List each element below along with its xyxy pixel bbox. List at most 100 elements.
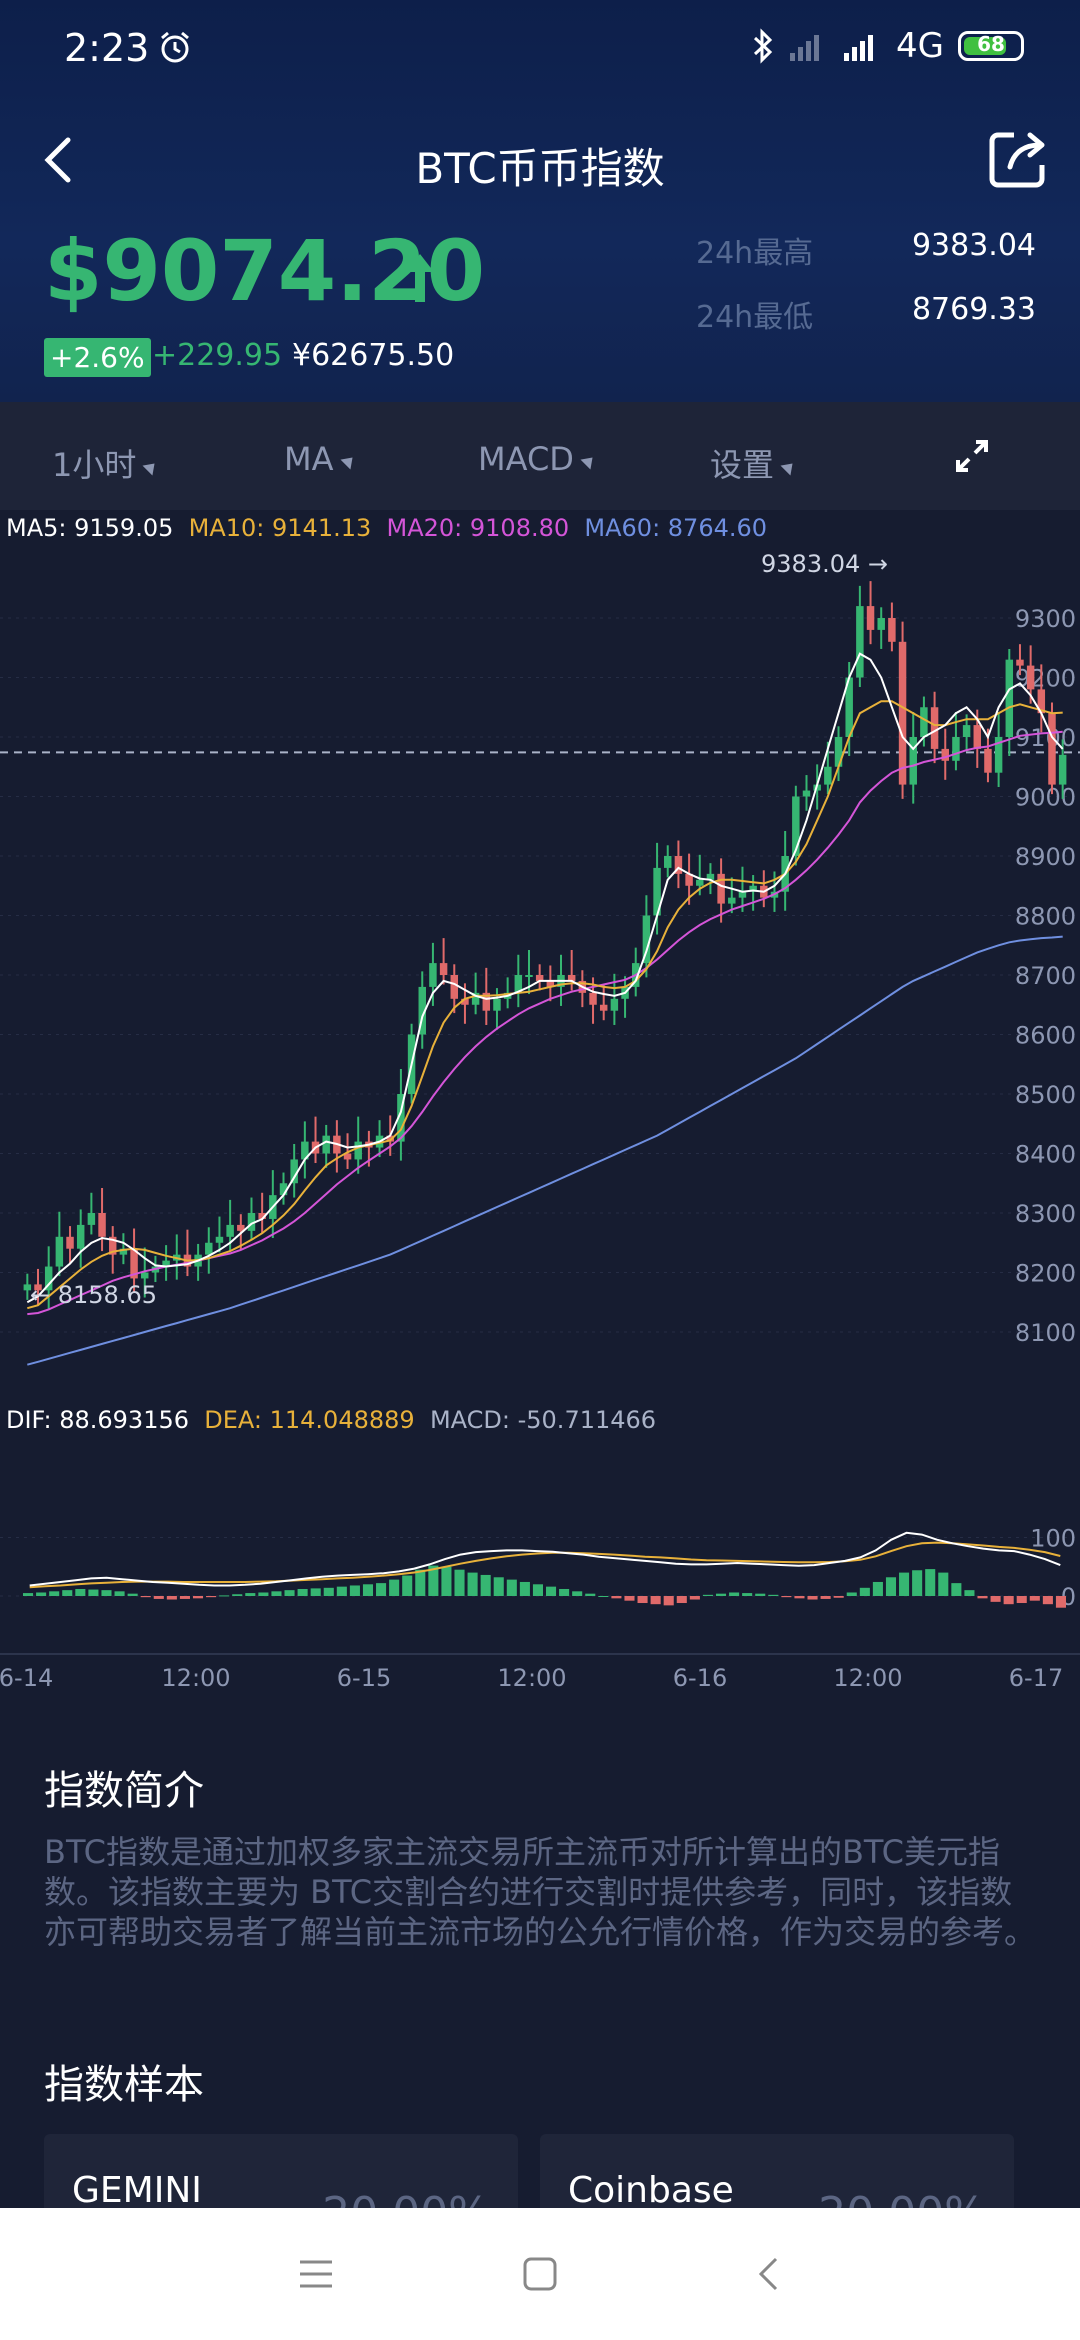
macd-value-legend: MACD: -50.711466 (429, 1406, 657, 1434)
x-tick-label: 6-16 (673, 1664, 727, 1692)
macd-bar (624, 1596, 635, 1601)
macd-bar (951, 1583, 962, 1596)
share-icon[interactable] (986, 127, 1050, 191)
home-icon[interactable] (522, 2256, 558, 2292)
macd-bar (899, 1572, 910, 1596)
candle (1005, 659, 1014, 737)
candle (952, 737, 960, 761)
candle (930, 707, 939, 749)
ma-selector[interactable]: MA (284, 440, 357, 478)
macd-bar (689, 1596, 700, 1600)
macd-bar (493, 1577, 504, 1596)
candle (354, 1141, 362, 1160)
macd-bar (912, 1570, 923, 1596)
candlestick-chart[interactable]: 9300920091009000890088008700860085008400… (0, 552, 1080, 1400)
macd-bar (885, 1577, 897, 1596)
macd-bar (585, 1593, 596, 1596)
signal-strong-icon (844, 35, 874, 61)
y-tick-label: 8200 (1015, 1260, 1076, 1288)
macd-bar (1029, 1596, 1040, 1601)
nav-bar: BTC币币指数 (0, 105, 1080, 215)
macd-bar (925, 1569, 936, 1596)
candle (493, 998, 501, 1011)
candle (98, 1213, 106, 1237)
price-up-arrow-icon (406, 254, 434, 302)
system-back-icon[interactable] (756, 2256, 780, 2292)
macd-bar (389, 1579, 400, 1596)
macd-bar (676, 1596, 687, 1604)
candle (439, 963, 448, 975)
candle (108, 1236, 117, 1255)
candle (706, 873, 715, 880)
candle (119, 1248, 128, 1255)
y-tick-label: 8600 (1015, 1022, 1076, 1050)
dif-line (29, 1531, 1061, 1587)
macd-legend: DIF: 88.693156 DEA: 114.048889 MACD: -50… (6, 1406, 656, 1434)
sample-name: Coinbase (568, 2170, 734, 2211)
ma20-legend: MA20: 9108.80 (386, 514, 570, 542)
candle (994, 737, 1003, 773)
macd-bar (140, 1596, 151, 1598)
macd-bar (36, 1592, 47, 1596)
macd-bar (336, 1586, 347, 1596)
macd-bar (872, 1581, 883, 1596)
candle (130, 1248, 138, 1279)
macd-bar (833, 1596, 844, 1598)
macd-bar (258, 1592, 269, 1596)
x-tick-label: 12:00 (497, 1664, 566, 1692)
candle (856, 606, 864, 678)
candle (44, 1266, 53, 1291)
change-percent-badge: +2.6% (44, 338, 151, 377)
menu-icon[interactable] (298, 2258, 334, 2290)
candle (888, 618, 896, 642)
macd-bar (611, 1596, 622, 1599)
back-arrow-icon[interactable] (30, 130, 90, 190)
candle (834, 737, 843, 767)
candle (749, 885, 757, 892)
candle (386, 1135, 394, 1142)
ma-legend: MA5: 9159.05 MA10: 9141.13 MA20: 9108.80… (6, 514, 767, 542)
macd-bar (153, 1596, 164, 1599)
macd-bar (768, 1594, 779, 1596)
candle (909, 737, 917, 785)
candle (76, 1224, 85, 1249)
candle (1048, 713, 1056, 785)
candle (845, 677, 853, 737)
candle (567, 975, 576, 981)
x-tick-label: 12:00 (161, 1664, 230, 1692)
candle (1026, 665, 1035, 690)
candle (898, 641, 907, 785)
macd-selector[interactable]: MACD (478, 440, 598, 478)
dropdown-icon (340, 452, 357, 470)
settings-selector[interactable]: 设置 (710, 440, 798, 486)
candle (525, 975, 533, 977)
macd-bar (232, 1594, 243, 1596)
macd-bar (977, 1596, 988, 1599)
macd-bar (572, 1591, 583, 1596)
macd-bar (62, 1590, 73, 1596)
candle (973, 725, 982, 749)
macd-bar (1055, 1596, 1066, 1608)
y-tick-label: 9000 (1015, 784, 1076, 812)
fullscreen-icon[interactable] (954, 438, 990, 474)
candle (866, 606, 875, 630)
macd-bar (166, 1596, 177, 1600)
macd-bar (702, 1594, 713, 1596)
alarm-icon (161, 31, 189, 63)
low-marker: ← 8158.65 (30, 1281, 157, 1309)
candle (55, 1236, 64, 1267)
macd-bar (938, 1572, 949, 1596)
period-selector[interactable]: 1小时 (52, 440, 160, 486)
ma5-legend: MA5: 9159.05 (6, 514, 174, 542)
macd-bar (310, 1588, 321, 1596)
candle (482, 992, 491, 1011)
macd-bar (297, 1588, 308, 1596)
macd-bar (245, 1593, 256, 1596)
macd-bar (88, 1589, 99, 1596)
macd-bar (402, 1575, 413, 1596)
candle (397, 1094, 405, 1142)
intro-text: BTC指数是通过加权多家主流交易所主流币对所计算出的BTC美元指数。该指数主要为… (44, 1833, 1037, 1951)
macd-bar (742, 1593, 753, 1596)
candle (450, 975, 459, 999)
